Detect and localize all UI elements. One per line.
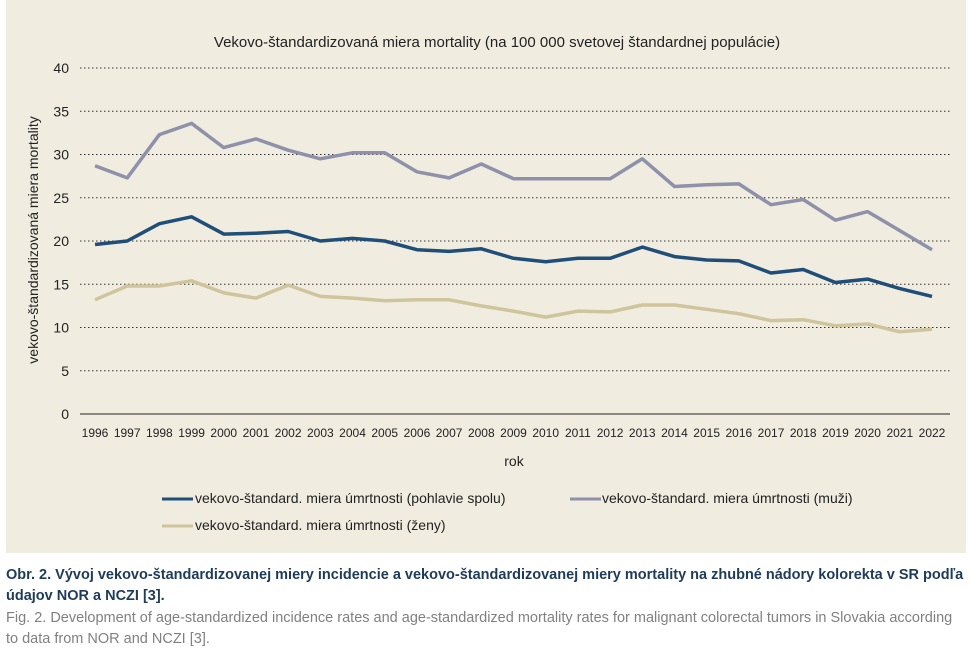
x-tick-label: 2004 [339, 426, 366, 440]
y-tick-label: 35 [53, 103, 69, 119]
legend-item-total: vekovo-štandard. miera úmrtnosti (pohlav… [162, 490, 505, 506]
x-tick-label: 2001 [243, 426, 270, 440]
x-tick-label: 1996 [82, 426, 109, 440]
legend-item-men: vekovo-štandard. miera úmrtnosti (muži) [570, 490, 853, 506]
x-tick-label: 2016 [725, 426, 752, 440]
x-tick-label: 2000 [210, 426, 237, 440]
x-axis-ticks: 1996 1997 1998 1999 2000 2001 2002 2003 2004 2005… [82, 426, 946, 440]
x-tick-label: 2012 [597, 426, 624, 440]
series-line-women [94, 279, 933, 334]
legend-label-women: vekovo-štandard. miera úmrtnosti (ženy) [195, 517, 446, 533]
series-line-total [94, 215, 933, 299]
series-line-men [94, 121, 933, 252]
legend: vekovo-štandard. miera úmrtnosti (pohlav… [162, 490, 853, 533]
x-tick-label: 2021 [886, 426, 913, 440]
y-tick-label: 5 [61, 363, 69, 379]
line-chart: Vekovo-štandardizovaná miera mortality (… [25, 34, 950, 533]
gridlines [80, 67, 950, 372]
x-tick-label: 2010 [532, 426, 559, 440]
y-tick-label: 25 [53, 190, 69, 206]
y-tick-label: 30 [53, 147, 69, 163]
x-tick-label: 1998 [146, 426, 173, 440]
x-tick-label: 2019 [822, 426, 849, 440]
x-tick-label: 2014 [661, 426, 688, 440]
y-axis-label: vekovo-štandardizovaná miera mortality [25, 116, 41, 363]
x-tick-label: 2020 [854, 426, 881, 440]
x-tick-label: 2005 [371, 426, 398, 440]
x-tick-label: 2003 [307, 426, 334, 440]
x-tick-label: 2013 [629, 426, 656, 440]
y-tick-label: 40 [53, 60, 69, 76]
x-tick-label: 2018 [790, 426, 817, 440]
x-tick-label: 2017 [758, 426, 785, 440]
figure-caption-slovak: Obr. 2. Vývoj vekovo-štandardizovanej mi… [6, 567, 964, 604]
y-tick-label: 15 [53, 276, 69, 292]
legend-item-women: vekovo-štandard. miera úmrtnosti (ženy) [162, 517, 446, 533]
x-tick-label: 2002 [275, 426, 302, 440]
x-tick-label: 1999 [178, 426, 205, 440]
x-tick-label: 2022 [919, 426, 946, 440]
chart-panel [6, 0, 966, 553]
x-tick-label: 2008 [468, 426, 495, 440]
legend-label-men: vekovo-štandard. miera úmrtnosti (muži) [602, 490, 853, 506]
x-axis-label: rok [504, 453, 524, 469]
x-tick-label: 2015 [693, 426, 720, 440]
x-tick-label: 2011 [565, 426, 591, 440]
y-tick-label: 0 [61, 406, 69, 422]
y-tick-label: 10 [53, 320, 69, 336]
x-tick-label: 1997 [114, 426, 141, 440]
y-axis-ticks: 0 5 10 15 20 25 30 35 40 [53, 60, 69, 422]
legend-label-total: vekovo-štandard. miera úmrtnosti (pohlav… [195, 490, 505, 506]
x-tick-label: 2006 [404, 426, 431, 440]
chart-title: Vekovo-štandardizovaná miera mortality (… [214, 34, 780, 51]
series-lines [94, 121, 933, 334]
figure-caption-english: Fig. 2. Development of age-standardized … [6, 610, 953, 647]
x-tick-label: 2009 [500, 426, 527, 440]
y-tick-label: 20 [53, 233, 69, 249]
x-tick-label: 2007 [436, 426, 463, 440]
